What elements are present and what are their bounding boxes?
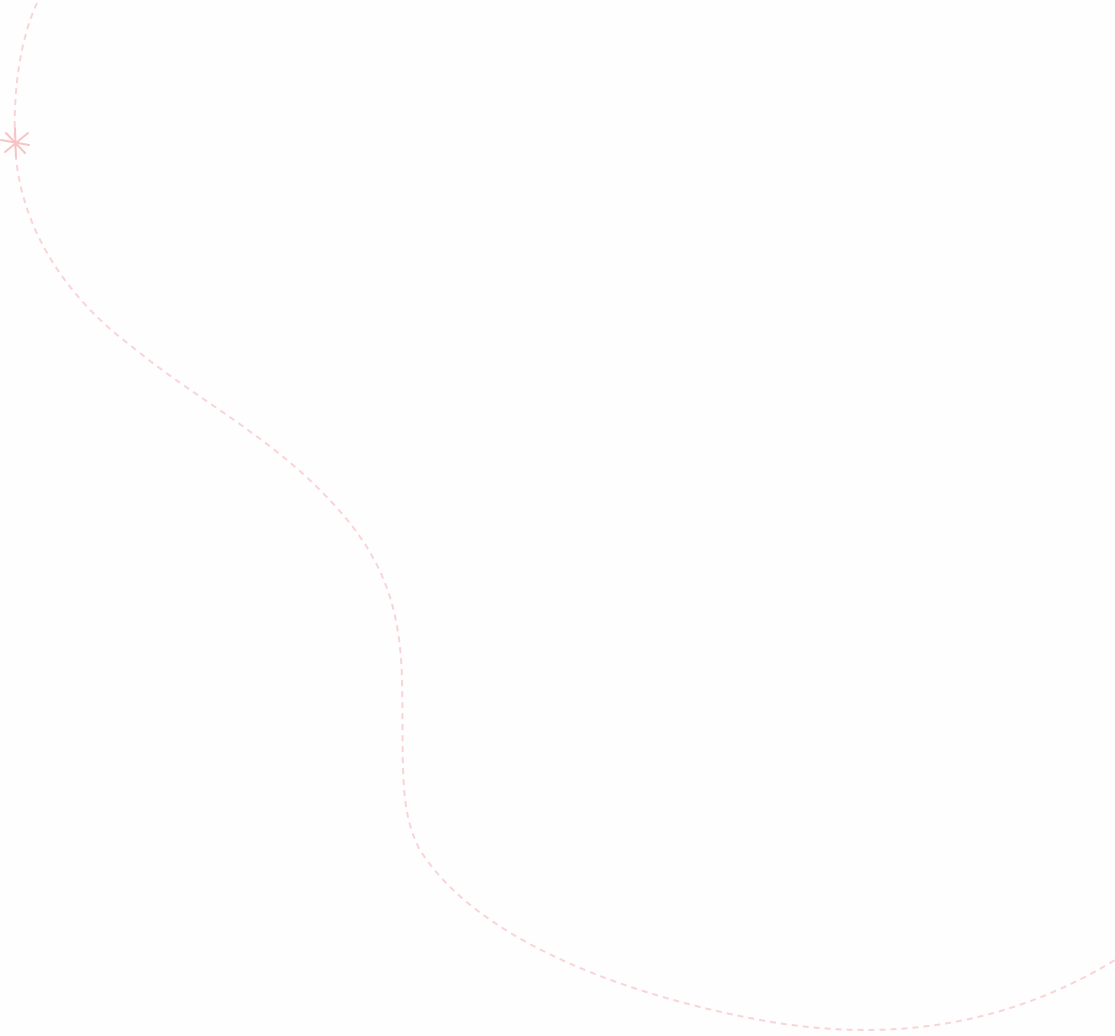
dashed-curve-path	[13, 2, 1115, 1031]
sparkle-icon	[0, 127, 30, 158]
